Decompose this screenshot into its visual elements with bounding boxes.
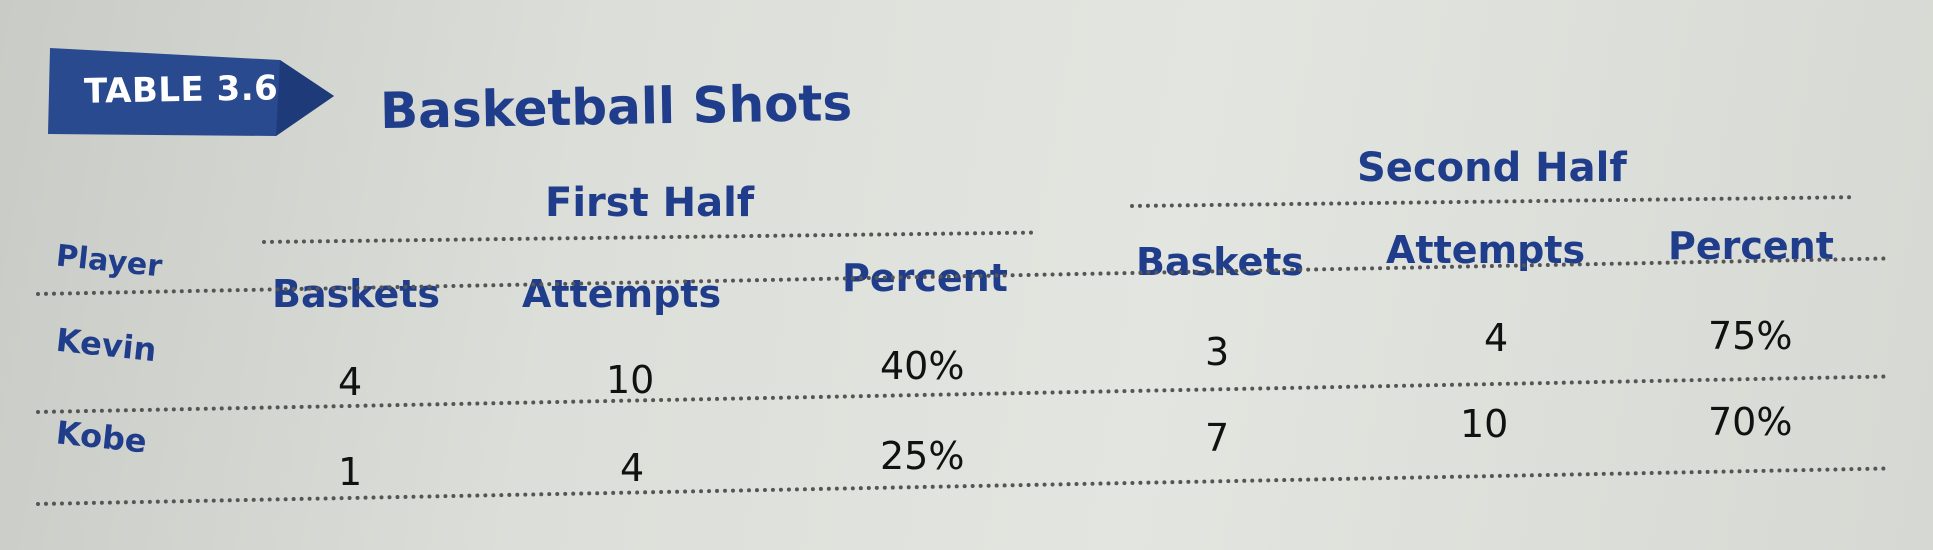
col-header-attempts-1: Attempts — [522, 272, 722, 316]
player-header: Player — [54, 238, 164, 285]
row-label-kobe: Kobe — [54, 413, 149, 461]
first-half-divider — [261, 230, 1034, 244]
cell-kevin-attempts-2: 4 — [1484, 316, 1509, 360]
cell-kevin-baskets-2: 3 — [1205, 330, 1230, 374]
group-header-first-half: First Half — [545, 180, 755, 226]
second-half-divider — [1129, 195, 1852, 208]
cell-kobe-attempts-1: 4 — [620, 446, 645, 490]
col-header-attempts-2: Attempts — [1386, 228, 1586, 272]
cell-kevin-baskets-1: 4 — [338, 360, 363, 404]
cell-kobe-percent-2: 70% — [1708, 400, 1793, 444]
row-label-kevin: Kevin — [54, 320, 159, 370]
cell-kobe-attempts-2: 10 — [1460, 402, 1509, 446]
cell-kobe-baskets-1: 1 — [338, 450, 363, 494]
cell-kobe-percent-1: 25% — [880, 434, 965, 478]
table-label: TABLE 3.6 — [83, 68, 279, 112]
badge-shape — [48, 48, 334, 136]
cell-kevin-percent-2: 75% — [1708, 314, 1793, 358]
cell-kobe-baskets-2: 7 — [1205, 416, 1230, 460]
col-header-percent-2: Percent — [1668, 224, 1834, 268]
col-header-percent-1: Percent — [842, 256, 1008, 300]
col-header-baskets-1: Baskets — [272, 272, 441, 316]
table-title: Basketball Shots — [379, 73, 853, 141]
col-header-baskets-2: Baskets — [1136, 240, 1305, 284]
cell-kevin-attempts-1: 10 — [606, 358, 655, 402]
group-header-second-half: Second Half — [1357, 145, 1627, 191]
table-label-badge: TABLE 3.6 — [44, 38, 344, 144]
cell-kevin-percent-1: 40% — [880, 344, 965, 388]
